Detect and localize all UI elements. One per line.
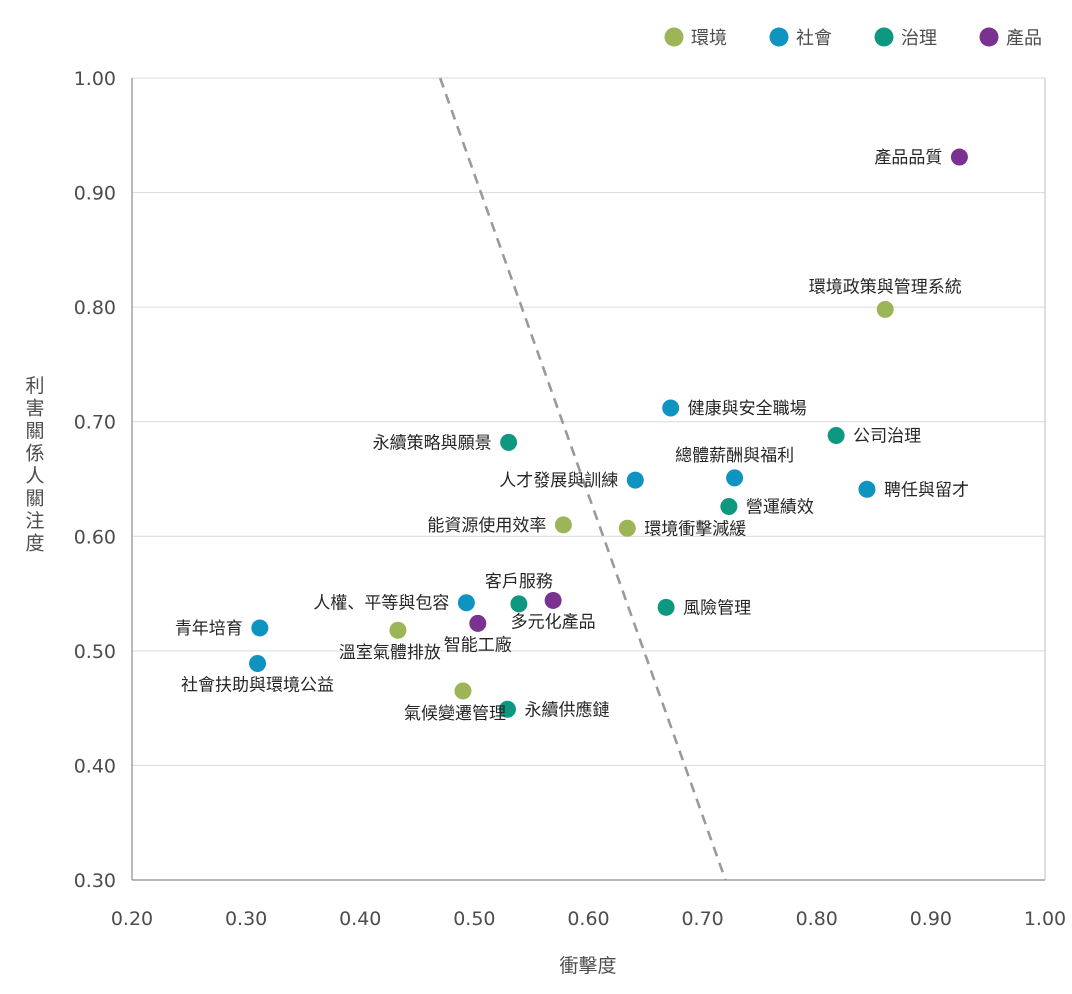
data-points (249, 148, 968, 718)
threshold-dashed-line (438, 77, 727, 881)
threshold-line (438, 77, 727, 881)
legend: 環境 社會 治理 產品 (664, 27, 1042, 49)
point-label: 青年培育 (175, 619, 243, 639)
data-point (500, 433, 518, 451)
point-label: 能資源使用效率 (427, 515, 546, 536)
y-axis-title-char: 害 (25, 398, 44, 420)
x-tick-label: 0.40 (339, 908, 381, 930)
legend-swatch (979, 27, 999, 47)
data-point (876, 300, 894, 318)
y-tick-label: 1.00 (74, 68, 116, 90)
legend-swatch (874, 27, 894, 47)
data-point (618, 519, 636, 537)
data-point (469, 614, 487, 632)
data-point (498, 700, 516, 718)
point-label: 營運績效 (746, 497, 814, 517)
legend-label: 社會 (796, 28, 832, 49)
plot-frame (131, 78, 1046, 881)
legend-swatch (769, 27, 789, 47)
y-tick-label: 0.80 (74, 297, 116, 319)
y-axis-title-char: 度 (25, 533, 44, 555)
data-point (251, 619, 269, 637)
point-label: 智能工廠 (444, 634, 512, 655)
y-tick-label: 0.60 (74, 526, 116, 548)
data-point (389, 621, 407, 639)
x-axis-title: 衝擊度 (559, 955, 616, 977)
point-label: 健康與安全職場 (688, 399, 807, 419)
point-label: 產品品質 (874, 148, 942, 168)
x-tick-label: 0.30 (225, 908, 267, 930)
x-tick-label: 0.60 (567, 908, 609, 930)
data-point (457, 594, 475, 612)
y-axis-title-char: 人 (25, 465, 44, 487)
y-axis-title-char: 係 (25, 443, 44, 465)
y-axis-title-char: 關 (25, 420, 44, 442)
data-point (858, 480, 876, 498)
y-tick-label: 0.50 (74, 641, 116, 663)
data-point (510, 595, 528, 613)
point-label: 聘任與留才 (884, 480, 969, 500)
x-tick-label: 1.00 (1024, 908, 1066, 930)
x-axis-ticks: 0.20 0.30 0.40 0.50 0.60 0.70 0.80 0.90 1.00 (111, 908, 1066, 930)
point-label: 氣候變遷管理 (404, 704, 506, 724)
x-tick-label: 0.70 (681, 908, 723, 930)
point-label: 人才發展與訓練 (499, 471, 618, 491)
point-label: 人權、平等與包容 (313, 594, 449, 614)
y-axis-title-char: 利 (25, 375, 44, 397)
point-label: 社會扶助與環境公益 (181, 675, 334, 695)
point-label: 公司治理 (853, 426, 921, 446)
point-label: 溫室氣體排放 (339, 643, 441, 663)
legend-label: 產品 (1006, 28, 1042, 49)
y-tick-label: 0.70 (74, 412, 116, 434)
x-tick-label: 0.20 (111, 908, 153, 930)
data-point (720, 497, 738, 515)
y-axis-title-char: 關 (25, 488, 44, 510)
data-point (827, 426, 845, 444)
x-tick-label: 0.90 (910, 908, 952, 930)
point-label: 永續供應鏈 (524, 699, 609, 720)
point-label: 永續策略與願景 (373, 433, 492, 453)
data-point (657, 598, 675, 616)
legend-label: 治理 (901, 28, 937, 49)
data-point (662, 399, 680, 417)
data-point (950, 148, 968, 166)
point-label: 客戶服務 (485, 572, 553, 592)
point-label: 環境衝擊減緩 (644, 519, 746, 539)
data-point (726, 469, 744, 487)
gridlines (132, 77, 1045, 766)
data-point (554, 516, 572, 534)
point-label: 總體薪酬與福利 (675, 446, 794, 466)
x-tick-label: 0.80 (796, 908, 838, 930)
legend-label: 環境 (691, 28, 727, 49)
x-tick-label: 0.50 (453, 908, 495, 930)
y-axis-ticks: 0.30 0.40 0.50 0.60 0.70 0.80 0.90 1.00 (74, 68, 116, 892)
data-point (544, 591, 562, 609)
y-tick-label: 0.40 (74, 755, 116, 777)
y-tick-label: 0.30 (74, 870, 116, 892)
legend-swatch (664, 27, 684, 47)
point-label: 風險管理 (683, 598, 751, 618)
data-point (454, 682, 472, 700)
data-point (626, 471, 644, 489)
point-label: 多元化產品 (511, 612, 596, 632)
point-label: 環境政策與管理系統 (809, 277, 962, 297)
y-axis-title-char: 注 (25, 510, 44, 532)
data-point (249, 654, 267, 672)
y-tick-label: 0.90 (74, 183, 116, 205)
